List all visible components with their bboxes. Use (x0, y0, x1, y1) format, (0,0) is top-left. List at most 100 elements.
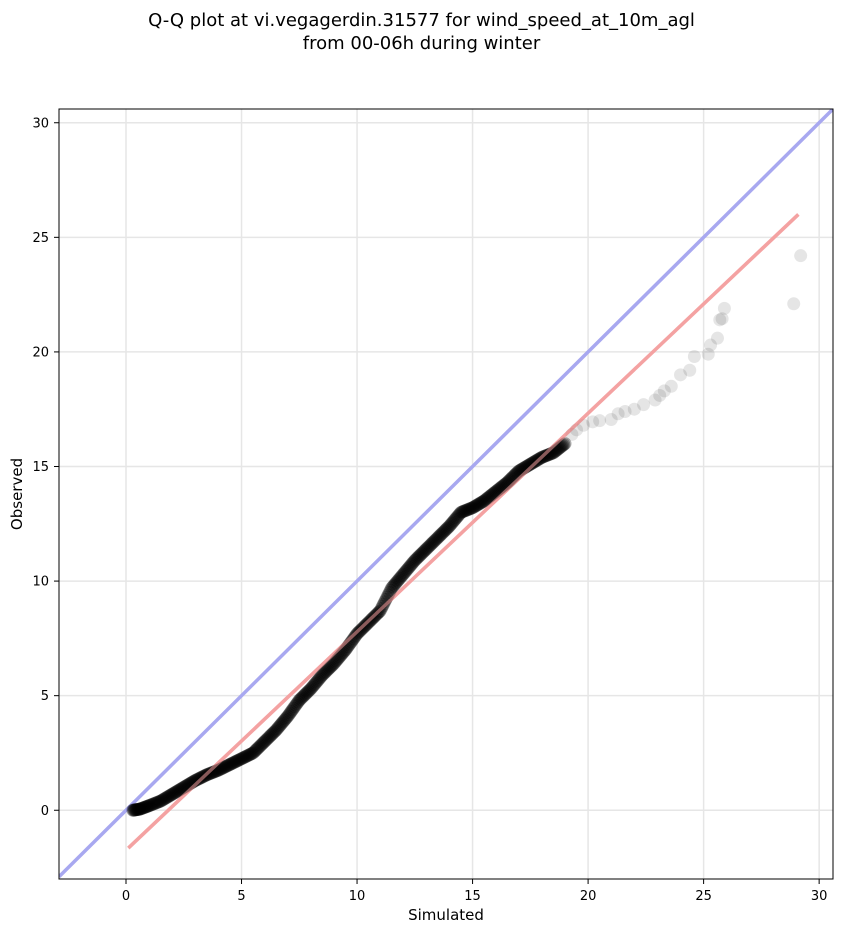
quantile-point (390, 574, 404, 588)
quantile-point (259, 733, 273, 747)
quantile-point (311, 674, 325, 688)
quantile-point (322, 661, 336, 675)
quantile-point (384, 583, 398, 597)
quantile-point (222, 758, 236, 772)
quantile-point (449, 511, 463, 525)
quantile-point (297, 689, 311, 703)
quantile-point (432, 529, 446, 543)
quantile-point (224, 757, 238, 771)
quantile-point (247, 745, 261, 759)
quantile-point (288, 700, 302, 714)
quantile-point (171, 784, 185, 798)
quantile-point (463, 502, 477, 516)
quantile-point (481, 491, 495, 505)
quantile-point (281, 709, 295, 723)
quantile-point (154, 794, 168, 808)
quantile-point (239, 749, 253, 763)
quantile-point (268, 724, 282, 738)
quantile-point (453, 507, 467, 521)
quantile-point (385, 581, 399, 595)
quantile-point (149, 796, 163, 810)
quantile-point (269, 723, 283, 737)
quantile-point (270, 722, 284, 736)
x-tick-label: 30 (811, 889, 828, 904)
quantile-point (278, 712, 292, 726)
x-tick-label: 15 (464, 889, 481, 904)
quantile-point (468, 499, 482, 513)
quantile-point (229, 755, 243, 769)
quantile-point (444, 518, 458, 532)
quantile-point (429, 533, 443, 547)
quantile-point (243, 748, 257, 762)
quantile-point (347, 632, 361, 646)
y-tick-label: 0 (41, 804, 49, 819)
quantile-point (141, 799, 155, 813)
quantile-point (271, 720, 285, 734)
quantile-point-tail (618, 405, 632, 418)
quantile-point (470, 498, 484, 512)
quantile-point (137, 800, 151, 814)
quantile-point-tail (653, 388, 667, 402)
quantile-point (135, 801, 149, 815)
quantile-point (431, 531, 445, 545)
quantile-point (163, 789, 177, 803)
quantile-point (488, 486, 502, 500)
quantile-point (134, 802, 148, 816)
quantile-point (452, 508, 466, 522)
quantile-point (456, 504, 470, 518)
quantile-point (162, 789, 176, 803)
quantile-point (290, 696, 304, 710)
quantile-point (408, 553, 422, 567)
quantile-point (462, 502, 476, 516)
quantile-point-tail (715, 312, 729, 326)
quantile-point-tail (701, 347, 715, 361)
quantile-point (466, 501, 480, 515)
quantile-point (173, 782, 187, 796)
quantile-point (427, 534, 441, 548)
quantile-point (445, 516, 459, 530)
quantile-point (403, 559, 417, 573)
quantile-point (128, 803, 142, 817)
quantile-point (244, 747, 258, 761)
quantile-point (314, 669, 328, 683)
quantile-point (399, 564, 413, 578)
quantile-point (526, 456, 540, 470)
quantile-point (170, 784, 184, 798)
quantile-point (541, 448, 555, 462)
quantile-point-tail (627, 402, 641, 416)
quantile-point (486, 487, 500, 501)
quantile-point (421, 541, 435, 555)
quantile-point (464, 501, 478, 515)
quantile-point (189, 773, 203, 787)
quantile-point (231, 753, 245, 767)
quantile-point (389, 575, 403, 589)
chart-title-line-2: from 00-06h during winter (302, 33, 541, 54)
quantile-point-tail (713, 313, 727, 327)
quantile-point-tail (664, 379, 678, 393)
quantile-point-tail (787, 297, 801, 311)
quantile-point (155, 793, 169, 807)
quantile-point (430, 532, 444, 546)
quantile-point (287, 701, 301, 715)
chart-title-line-1: Q-Q plot at vi.vegagerdin.31577 for wind… (148, 10, 695, 31)
quantile-point (437, 525, 451, 539)
quantile-point (136, 801, 150, 815)
quantile-point (411, 550, 425, 564)
quantile-point (329, 654, 343, 668)
quantile-point (327, 657, 341, 671)
quantile-point (477, 494, 491, 508)
quantile-point (282, 708, 296, 722)
quantile-point (451, 509, 465, 523)
quantile-point (326, 658, 340, 672)
quantile-point (143, 798, 157, 812)
grid-lines (59, 109, 833, 879)
quantile-point (300, 685, 314, 699)
quantile-point (442, 519, 456, 533)
quantile-point (245, 747, 259, 761)
plot-frame (58, 108, 834, 880)
quantile-point (485, 487, 499, 501)
quantile-point (236, 751, 250, 765)
quantile-point-tail (637, 398, 651, 412)
quantile-point (157, 792, 171, 806)
